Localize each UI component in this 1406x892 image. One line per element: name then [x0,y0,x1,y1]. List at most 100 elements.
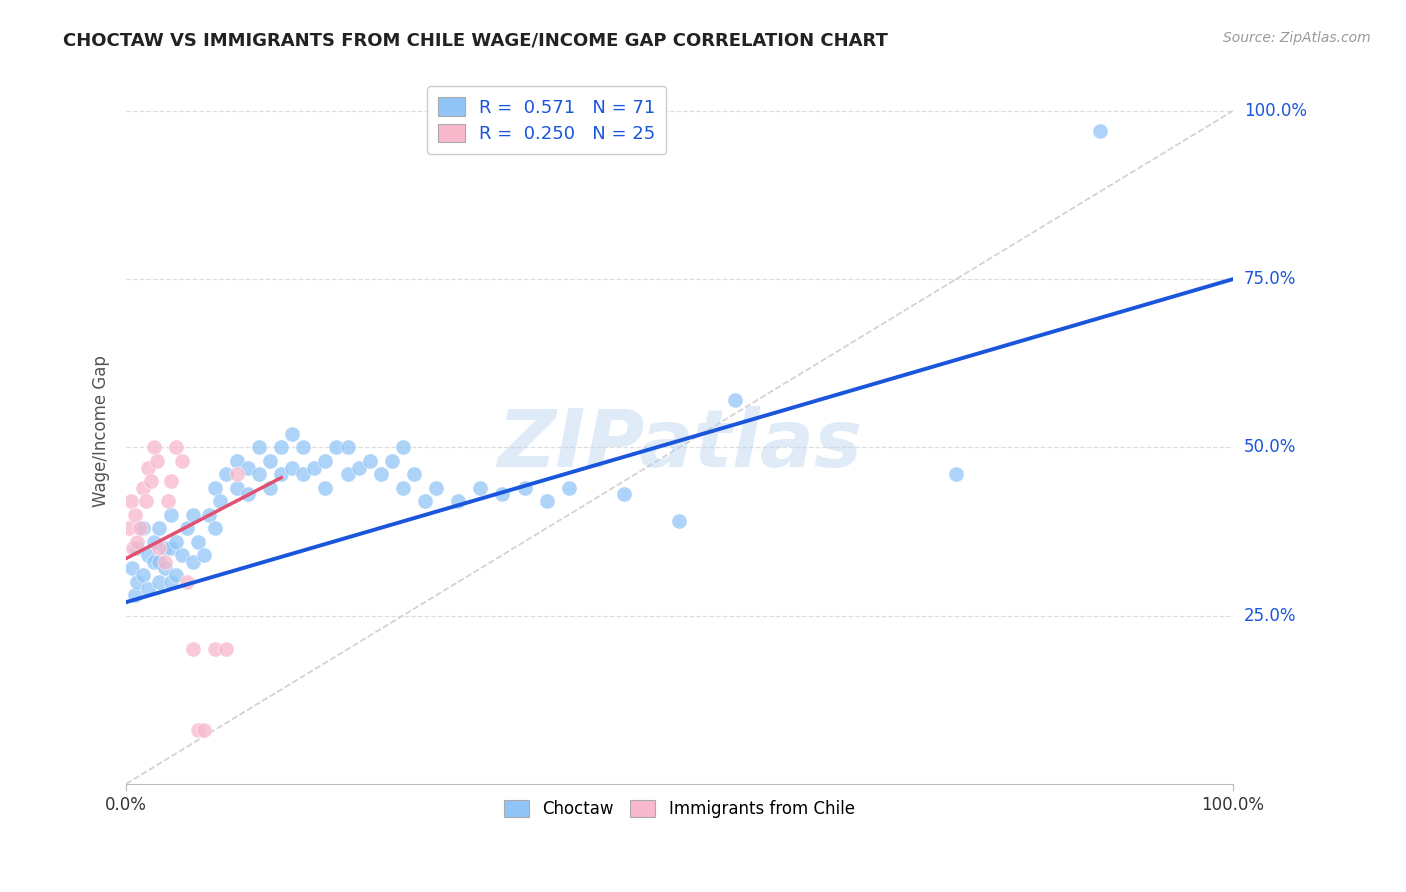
Point [124,588,146,602]
Point [187,723,209,737]
Point [138,548,160,562]
Point [491,487,513,501]
Point [148,555,170,569]
Point [157,494,180,508]
Point [181,555,204,569]
Point [613,487,636,501]
Point [668,515,690,529]
Point [153,555,176,569]
Point [513,481,536,495]
Point [138,460,160,475]
Point [402,467,425,482]
Point [392,441,415,455]
Point [128,521,150,535]
Point [292,441,315,455]
Point [181,642,204,657]
Point [159,474,181,488]
Point [336,441,359,455]
Point [176,521,198,535]
Point [247,467,270,482]
Point [447,494,470,508]
Point [1088,124,1111,138]
Text: ZIPatlas: ZIPatlas [496,406,862,483]
Point [159,541,181,556]
Point [138,582,160,596]
Point [204,521,226,535]
Point [181,508,204,522]
Point [117,521,139,535]
Point [724,393,747,408]
Point [236,460,259,475]
Point [247,441,270,455]
Point [135,494,157,508]
Point [325,441,347,455]
Point [132,481,155,495]
Point [281,460,304,475]
Point [127,534,149,549]
Point [146,454,169,468]
Point [226,454,249,468]
Point [392,481,415,495]
Point [226,467,249,482]
Point [259,481,281,495]
Legend: Choctaw, Immigrants from Chile: Choctaw, Immigrants from Chile [498,793,862,825]
Point [470,481,492,495]
Point [281,426,304,441]
Point [143,441,166,455]
Text: 50.0%: 50.0% [1244,438,1296,457]
Point [170,548,193,562]
Point [153,561,176,575]
Point [193,548,215,562]
Point [148,574,170,589]
Point [165,568,187,582]
Point [236,487,259,501]
Point [347,460,370,475]
Point [359,454,381,468]
Point [198,508,221,522]
Point [558,481,581,495]
Point [413,494,436,508]
Point [204,642,226,657]
Point [215,642,238,657]
Point [304,460,326,475]
Point [122,541,145,556]
Point [370,467,392,482]
Point [381,454,404,468]
Point [209,494,232,508]
Point [165,534,187,549]
Text: Source: ZipAtlas.com: Source: ZipAtlas.com [1223,31,1371,45]
Point [143,534,166,549]
Point [945,467,967,482]
Point [204,481,226,495]
Text: 25.0%: 25.0% [1244,607,1296,624]
Point [148,541,170,556]
Point [259,454,281,468]
Point [132,568,155,582]
Point [193,723,215,737]
Y-axis label: Wage/Income Gap: Wage/Income Gap [93,355,110,507]
Point [270,441,292,455]
Point [292,467,315,482]
Point [124,508,146,522]
Point [215,467,238,482]
Point [165,441,187,455]
Point [127,541,149,556]
Point [153,541,176,556]
Point [314,481,336,495]
Point [148,521,170,535]
Text: CHOCTAW VS IMMIGRANTS FROM CHILE WAGE/INCOME GAP CORRELATION CHART: CHOCTAW VS IMMIGRANTS FROM CHILE WAGE/IN… [63,31,889,49]
Point [127,574,149,589]
Point [120,494,142,508]
Point [176,574,198,589]
Point [143,555,166,569]
Point [187,534,209,549]
Point [270,467,292,482]
Point [336,467,359,482]
Point [425,481,447,495]
Point [139,474,162,488]
Point [132,521,155,535]
Point [159,508,181,522]
Text: 100.0%: 100.0% [1244,102,1306,120]
Point [170,454,193,468]
Point [226,481,249,495]
